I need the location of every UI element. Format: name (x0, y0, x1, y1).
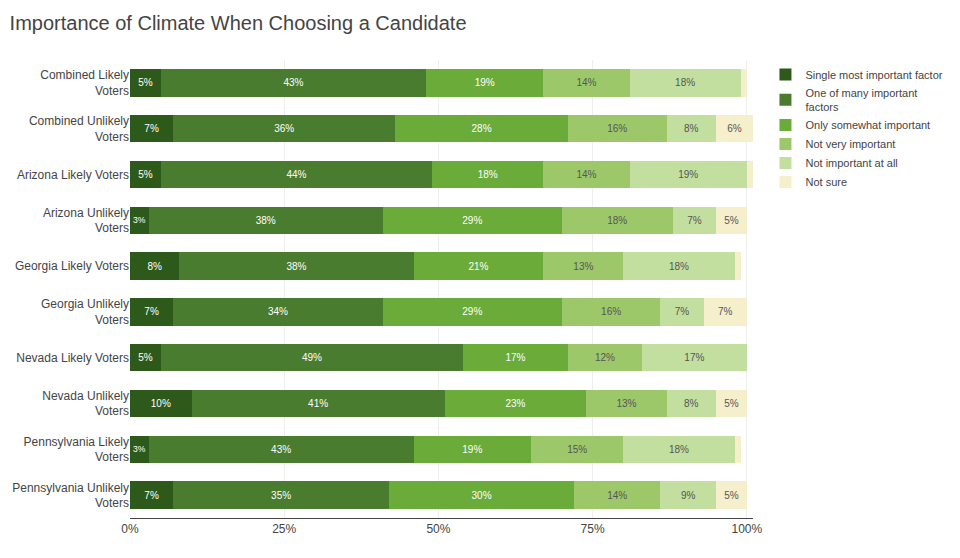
svg-text:19%: 19% (678, 169, 698, 180)
svg-text:21%: 21% (468, 261, 488, 272)
svg-text:Pennsylvania UnlikelyVoters: Pennsylvania UnlikelyVoters (12, 481, 129, 511)
svg-text:16%: 16% (607, 123, 627, 134)
svg-text:28%: 28% (472, 123, 492, 134)
svg-text:13%: 13% (573, 261, 593, 272)
svg-text:19%: 19% (475, 77, 495, 88)
svg-text:41%: 41% (308, 398, 328, 409)
svg-text:Only somewhat important: Only somewhat important (805, 119, 930, 131)
svg-text:36%: 36% (274, 123, 294, 134)
svg-text:Single most important factor: Single most important factor (805, 69, 942, 81)
svg-text:18%: 18% (669, 444, 689, 455)
svg-text:15%: 15% (567, 444, 587, 455)
svg-text:14%: 14% (607, 490, 627, 501)
svg-text:Not sure: Not sure (805, 176, 847, 188)
svg-text:18%: 18% (607, 215, 627, 226)
svg-text:43%: 43% (283, 77, 303, 88)
svg-text:19%: 19% (462, 444, 482, 455)
svg-text:7%: 7% (675, 306, 690, 317)
svg-text:Nevada UnlikelyVoters: Nevada UnlikelyVoters (42, 389, 129, 419)
svg-text:7%: 7% (687, 215, 702, 226)
svg-text:29%: 29% (462, 306, 482, 317)
svg-text:Arizona UnlikelyVoters: Arizona UnlikelyVoters (43, 206, 129, 236)
svg-text:3%: 3% (133, 444, 146, 454)
svg-text:100%: 100% (731, 522, 762, 536)
svg-text:6%: 6% (727, 123, 742, 134)
svg-text:23%: 23% (505, 398, 525, 409)
svg-text:8%: 8% (147, 261, 162, 272)
svg-text:10%: 10% (151, 398, 171, 409)
svg-text:Not very important: Not very important (805, 138, 895, 150)
svg-text:Importance of Climate When Cho: Importance of Climate When Choosing a Ca… (10, 12, 467, 34)
svg-text:7%: 7% (144, 490, 159, 501)
svg-text:43%: 43% (271, 444, 291, 455)
svg-text:34%: 34% (268, 306, 288, 317)
svg-text:16%: 16% (601, 306, 621, 317)
svg-text:38%: 38% (256, 215, 276, 226)
svg-text:38%: 38% (286, 261, 306, 272)
svg-text:5%: 5% (724, 215, 739, 226)
svg-text:17%: 17% (684, 352, 704, 363)
svg-text:7%: 7% (144, 306, 159, 317)
svg-text:30%: 30% (472, 490, 492, 501)
svg-text:75%: 75% (581, 522, 605, 536)
svg-text:14%: 14% (576, 77, 596, 88)
svg-text:Georgia UnlikelyVoters: Georgia UnlikelyVoters (41, 297, 129, 327)
svg-text:49%: 49% (302, 352, 322, 363)
svg-text:14%: 14% (576, 169, 596, 180)
svg-text:Not important at all: Not important at all (805, 157, 897, 169)
svg-text:Combined LikelyVoters: Combined LikelyVoters (40, 68, 129, 98)
svg-text:5%: 5% (724, 398, 739, 409)
svg-text:35%: 35% (271, 490, 291, 501)
svg-text:18%: 18% (669, 261, 689, 272)
svg-text:Arizona Likely Voters: Arizona Likely Voters (17, 168, 129, 182)
svg-text:Nevada Likely Voters: Nevada Likely Voters (16, 351, 129, 365)
svg-text:Combined UnlikelyVoters: Combined UnlikelyVoters (29, 114, 129, 144)
svg-text:50%: 50% (426, 522, 450, 536)
svg-text:One of many importantfactors: One of many importantfactors (805, 87, 917, 113)
svg-text:29%: 29% (462, 215, 482, 226)
svg-text:8%: 8% (684, 398, 699, 409)
svg-text:7%: 7% (144, 123, 159, 134)
svg-text:25%: 25% (272, 522, 296, 536)
svg-text:5%: 5% (138, 352, 153, 363)
svg-text:9%: 9% (681, 490, 696, 501)
svg-text:5%: 5% (138, 77, 153, 88)
svg-text:44%: 44% (286, 169, 306, 180)
svg-text:0%: 0% (121, 522, 139, 536)
svg-text:12%: 12% (595, 352, 615, 363)
svg-text:3%: 3% (133, 215, 146, 225)
svg-text:Georgia Likely Voters: Georgia Likely Voters (15, 259, 129, 273)
svg-text:5%: 5% (724, 490, 739, 501)
svg-text:18%: 18% (478, 169, 498, 180)
svg-text:5%: 5% (138, 169, 153, 180)
svg-text:17%: 17% (505, 352, 525, 363)
svg-text:8%: 8% (684, 123, 699, 134)
svg-text:7%: 7% (718, 306, 733, 317)
svg-text:13%: 13% (616, 398, 636, 409)
svg-text:Pennsylvania LikelyVoters: Pennsylvania LikelyVoters (24, 435, 129, 465)
svg-text:18%: 18% (675, 77, 695, 88)
